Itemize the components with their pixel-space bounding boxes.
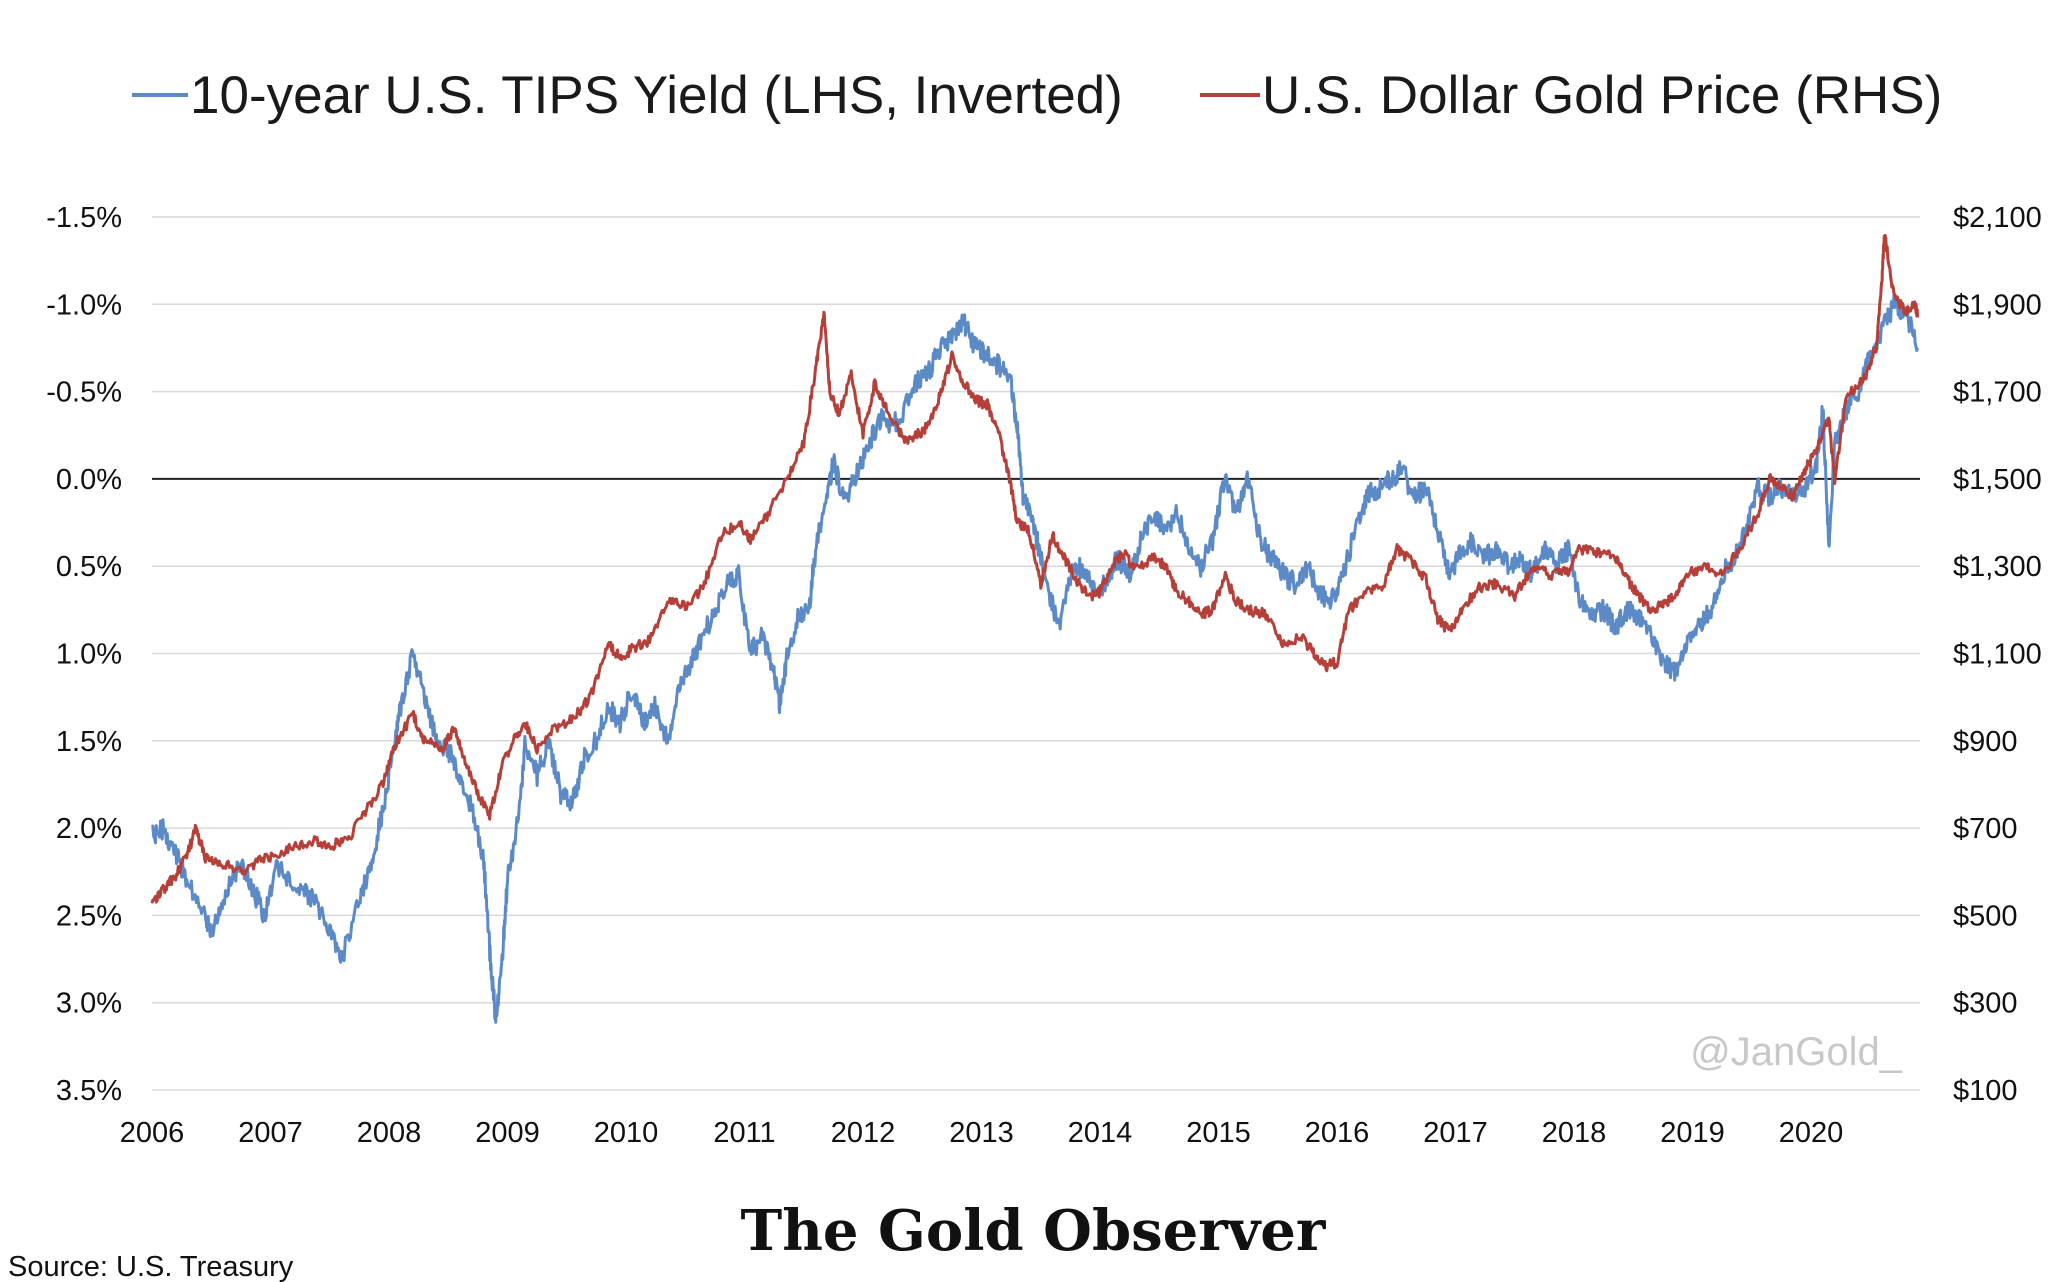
left-tick-label: -0.5% (46, 377, 122, 409)
left-tick-label: 1.0% (56, 639, 122, 671)
legend-label-tips: 10-year U.S. TIPS Yield (LHS, Inverted) (190, 66, 1123, 125)
brand-title: The Gold Observer (741, 1198, 1327, 1264)
left-tick-label: 2.0% (56, 813, 122, 845)
left-tick-label: 0.5% (56, 551, 122, 583)
left-tick-label: -1.0% (46, 289, 122, 321)
left-tick-label: 3.0% (56, 988, 122, 1020)
x-tick-label: 2017 (1423, 1117, 1488, 1149)
x-tick-label: 2008 (357, 1117, 422, 1149)
left-tick-label: 2.5% (56, 900, 122, 932)
x-axis-ticks: 2006 2007 2008 2009 2010 2011 2012 2013 2014 2015… (120, 1117, 1844, 1149)
series-line-tips-yield (151, 293, 1920, 1024)
x-tick-label: 2012 (831, 1117, 896, 1149)
x-tick-label: 2019 (1660, 1117, 1725, 1149)
watermark: @JanGold_ (1690, 1030, 1903, 1074)
x-tick-label: 2013 (949, 1117, 1014, 1149)
right-tick-label: $300 (1953, 988, 2018, 1020)
left-tick-label: 0.0% (56, 464, 122, 496)
right-tick-label: $1,300 (1953, 551, 2042, 583)
x-tick-label: 2015 (1186, 1117, 1251, 1149)
gridlines (152, 216, 1920, 1091)
right-tick-label: $500 (1953, 900, 2018, 932)
series-layer (150, 233, 1920, 1024)
x-tick-label: 2009 (475, 1117, 540, 1149)
right-axis-ticks: $2,100 $1,900 $1,700 $1,500 $1,300 $1,100 $900… (1953, 202, 2042, 1107)
x-tick-label: 2020 (1779, 1117, 1844, 1149)
x-tick-label: 2014 (1068, 1117, 1133, 1149)
right-tick-label: $1,700 (1953, 377, 2042, 409)
right-tick-label: $700 (1953, 813, 2018, 845)
x-tick-label: 2007 (238, 1117, 303, 1149)
left-axis-ticks: -1.5% -1.0% -0.5% 0.0% 0.5% 1.0% 1.5% 2.0% 2.5% 3… (46, 202, 122, 1107)
right-tick-label: $1,900 (1953, 289, 2042, 321)
left-tick-label: -1.5% (46, 202, 122, 234)
x-tick-label: 2016 (1305, 1117, 1370, 1149)
right-tick-label: $900 (1953, 726, 2018, 758)
left-tick-label: 1.5% (56, 726, 122, 758)
legend: 10-year U.S. TIPS Yield (LHS, Inverted) … (132, 66, 1942, 125)
right-tick-label: $1,100 (1953, 639, 2042, 671)
legend-label-gold: U.S. Dollar Gold Price (RHS) (1262, 66, 1942, 125)
source-note: Source: U.S. Treasury (8, 1251, 294, 1282)
x-tick-label: 2010 (594, 1117, 659, 1149)
right-tick-label: $1,500 (1953, 464, 2042, 496)
x-tick-label: 2006 (120, 1117, 185, 1149)
right-tick-label: $100 (1953, 1075, 2018, 1107)
left-tick-label: 3.5% (56, 1075, 122, 1107)
series-line-gold-price (150, 233, 1920, 904)
x-tick-label: 2018 (1542, 1117, 1607, 1149)
x-tick-label: 2011 (713, 1117, 775, 1149)
right-tick-label: $2,100 (1953, 202, 2042, 234)
